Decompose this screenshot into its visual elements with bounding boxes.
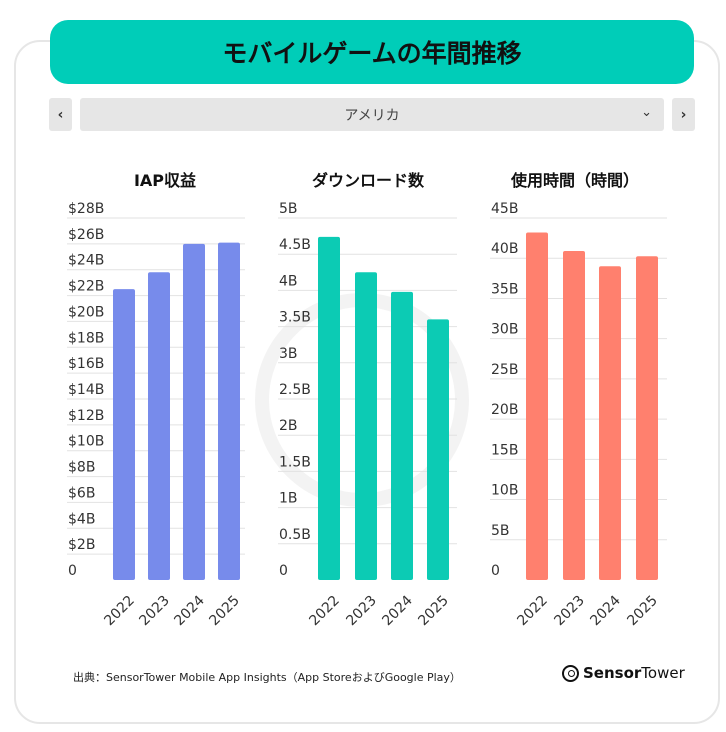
y-tick-label: $4B [68,511,95,527]
y-tick-label: 15B [491,442,518,458]
logo-bold-text: Sensor [583,664,642,682]
bar-2025 [427,319,449,580]
y-tick-label: $16B [68,356,104,372]
chevron-down-icon: ⌄ [641,105,652,120]
y-tick-label: $2B [68,537,95,553]
x-tick-label: 2023 [343,593,380,630]
y-tick-label: 2B [279,418,298,434]
region-dropdown[interactable]: アメリカ ⌄ [80,98,664,131]
y-tick-label: 0 [68,563,77,579]
y-tick-label: 0 [491,563,500,579]
bar-2022 [526,232,548,581]
next-button[interactable]: › [672,98,695,131]
page-title: モバイルゲームの年間推移 [222,39,522,68]
bar-2024 [599,266,621,580]
y-tick-label: 4B [279,273,298,289]
chevron-right-icon: › [680,106,687,123]
y-tick-label: 3.5B [279,310,311,326]
y-tick-label: 35B [491,281,518,297]
x-tick-label: 2025 [624,593,661,630]
y-tick-label: $10B [68,434,104,450]
bar-2022 [318,236,340,580]
y-tick-label: $12B [68,408,104,424]
y-tick-label: 4.5B [279,237,311,253]
y-tick-label: 1B [279,491,298,507]
x-tick-label: 2024 [379,593,416,630]
y-tick-label: $20B [68,304,104,320]
y-tick-label: 0 [279,563,288,579]
y-tick-label: $24B [68,253,104,269]
x-tick-label: 2025 [415,593,452,630]
y-tick-label: 20B [491,402,518,418]
bar-2024 [183,243,205,580]
chart-title: 使用時間（時間） [510,171,639,190]
x-tick-label: 2023 [136,593,173,630]
prev-button[interactable]: ‹ [49,98,72,131]
sensortower-logo-icon [562,664,579,682]
y-tick-label: 40B [491,241,518,257]
y-tick-label: $14B [68,382,104,398]
bar-2023 [148,272,170,580]
chart-title: IAP収益 [134,171,196,190]
title-bar: モバイルゲームの年間推移 [50,20,694,84]
source-note: 出典：SensorTower Mobile App Insights（App S… [73,671,461,684]
chart-title: ダウンロード数 [312,171,425,190]
y-tick-label: $6B [68,485,95,501]
bar-2024 [391,291,413,580]
x-tick-label: 2025 [206,593,243,630]
x-tick-label: 2022 [101,593,138,630]
y-tick-label: $22B [68,279,104,295]
bar-2022 [113,289,135,580]
y-tick-label: $26B [68,227,104,243]
y-tick-label: 5B [279,201,298,217]
chevron-left-icon: ‹ [57,106,64,123]
y-tick-label: 0.5B [279,527,311,543]
bar-2025 [636,256,658,580]
x-tick-label: 2024 [171,593,208,630]
y-tick-label: 10B [491,483,518,499]
y-tick-label: 3B [279,346,298,362]
x-tick-label: 2024 [587,593,624,630]
logo-light-text: Tower [641,664,685,682]
y-tick-label: 2.5B [279,382,311,398]
x-tick-label: 2022 [514,593,551,630]
y-tick-label: 45B [491,201,518,217]
x-tick-label: 2023 [551,593,588,630]
y-tick-label: $8B [68,460,95,476]
y-tick-label: $18B [68,330,104,346]
y-tick-label: 1.5B [279,454,311,470]
bar-2023 [563,250,585,580]
x-tick-label: 2022 [306,593,343,630]
y-tick-label: 30B [491,322,518,338]
bar-2025 [218,242,240,581]
y-tick-label: 5B [491,523,510,539]
sensortower-logo: Sensor Tower [562,664,685,682]
region-value: アメリカ [344,107,400,124]
y-tick-label: $28B [68,201,104,217]
y-tick-label: 25B [491,362,518,378]
bar-2023 [355,272,377,580]
